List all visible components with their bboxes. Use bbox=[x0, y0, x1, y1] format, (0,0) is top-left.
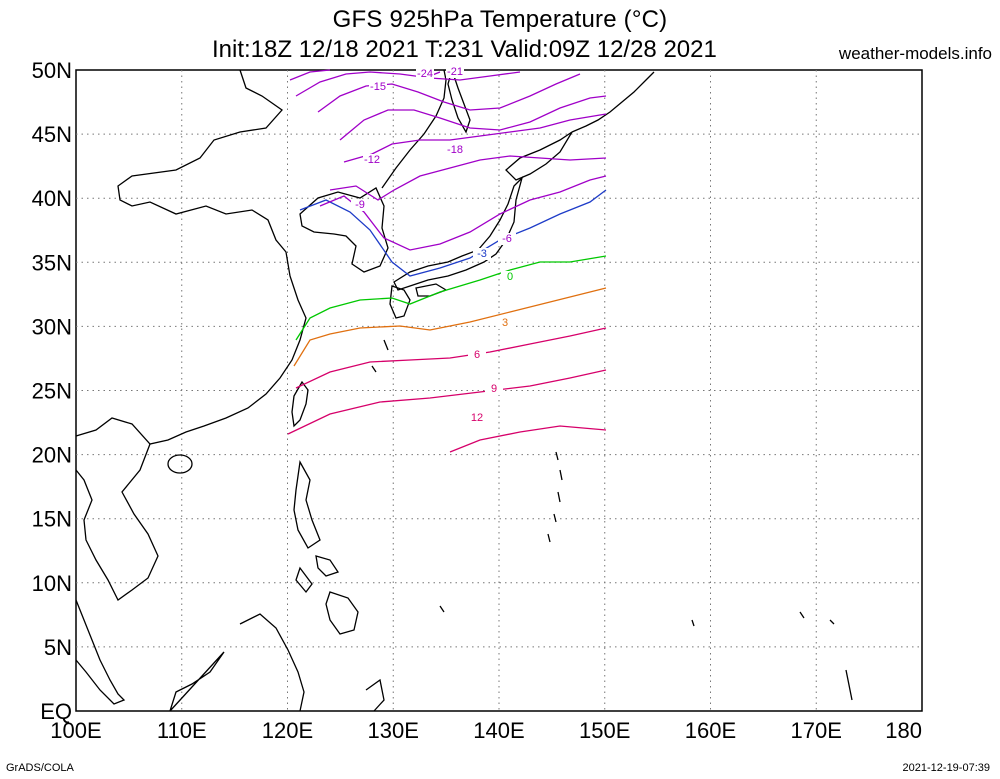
contour-label: 0 bbox=[507, 271, 513, 283]
lat-label: 40N bbox=[32, 186, 72, 211]
contour-label-bg bbox=[485, 383, 503, 395]
site-label: weather-models.info bbox=[838, 44, 992, 63]
contour-minus-3 bbox=[299, 189, 607, 277]
lon-label: 150E bbox=[579, 718, 630, 743]
lat-label: 20N bbox=[32, 443, 72, 468]
contour-label: 9 bbox=[491, 383, 497, 395]
lon-label: 110E bbox=[157, 718, 207, 743]
korea-coastline bbox=[299, 187, 389, 273]
shikoku-island bbox=[415, 283, 448, 297]
hokkaido-island bbox=[505, 131, 573, 181]
lat-label: 10N bbox=[32, 571, 72, 596]
contour-9 bbox=[287, 369, 607, 435]
timestamp-label: 2021-12-19-07:39 bbox=[902, 762, 990, 774]
lon-label: 160E bbox=[685, 718, 736, 743]
lat-label: EQ bbox=[40, 699, 72, 724]
contour-label: -24 bbox=[417, 68, 433, 80]
lon-label: 140E bbox=[473, 718, 524, 743]
contour-label: -6 bbox=[502, 233, 512, 245]
map-title: GFS 925hPa Temperature (°C) bbox=[332, 6, 668, 33]
russia-coastline bbox=[381, 69, 447, 189]
lat-label: 30N bbox=[32, 314, 72, 339]
lon-label: 130E bbox=[368, 718, 419, 743]
contour-label: -15 bbox=[370, 81, 386, 93]
contour-label-bg bbox=[468, 412, 486, 424]
contour-label-bg bbox=[446, 66, 464, 78]
contour-label-bg bbox=[363, 154, 381, 166]
longitude-labels: 100E 110E 120E 130E 140E 150E 160E 170E 180 bbox=[50, 718, 922, 743]
contour-label: -12 bbox=[364, 154, 380, 166]
asia-coastline bbox=[75, 69, 307, 445]
contour-label: -21 bbox=[447, 66, 463, 78]
contour-minus-9 bbox=[329, 155, 607, 201]
honshu-island bbox=[393, 175, 524, 291]
contour-minus-15 bbox=[339, 95, 607, 141]
contour-minus-18 bbox=[317, 73, 581, 113]
contour-label-bg bbox=[498, 233, 516, 245]
hainan-island bbox=[167, 454, 193, 474]
visayas-islands bbox=[295, 555, 340, 594]
contour-label-bg bbox=[501, 271, 519, 283]
contour-label: 3 bbox=[502, 317, 508, 329]
temperature-contours bbox=[287, 69, 607, 453]
credit-label: GrADS/COLA bbox=[6, 762, 74, 774]
contour-minus-21 bbox=[295, 71, 521, 97]
sulawesi-island bbox=[365, 678, 385, 712]
coastlines bbox=[75, 67, 853, 712]
luzon-island bbox=[293, 459, 321, 549]
grid-lines bbox=[76, 70, 922, 711]
indochina-coastline bbox=[75, 443, 159, 601]
lon-label: 170E bbox=[791, 718, 842, 743]
contour-0 bbox=[295, 255, 607, 341]
contour-label-bg bbox=[468, 349, 486, 361]
lon-label: 120E bbox=[262, 718, 313, 743]
contour-label: -9 bbox=[355, 199, 365, 211]
contour-label: 12 bbox=[471, 412, 483, 424]
contour-3 bbox=[293, 287, 607, 367]
contour-label-bg bbox=[416, 68, 434, 80]
contour-12 bbox=[449, 425, 607, 453]
contour-label-bg bbox=[369, 81, 387, 93]
lon-label: 100E bbox=[50, 718, 101, 743]
lat-label: 15N bbox=[32, 507, 72, 532]
sakhalin-island bbox=[447, 67, 471, 134]
malaya-coastline bbox=[75, 599, 126, 705]
taiwan-island bbox=[291, 380, 309, 428]
latitude-labels: 50N 45N 40N 35N 30N 25N 20N 15N 10N 5N EQ bbox=[32, 58, 72, 724]
lat-label: 50N bbox=[32, 58, 72, 83]
contour-label: -3 bbox=[477, 248, 487, 260]
contour-label: 6 bbox=[474, 349, 480, 361]
contour-label-bg bbox=[473, 248, 491, 260]
lat-label: 5N bbox=[44, 635, 72, 660]
mindanao-island bbox=[325, 591, 359, 635]
kuril-islands bbox=[571, 71, 655, 133]
contour-label-bg bbox=[446, 144, 464, 156]
pacific-islets bbox=[371, 339, 853, 701]
contour-label-bg bbox=[351, 199, 369, 211]
borneo-island bbox=[169, 613, 305, 712]
lon-label: 180 bbox=[885, 718, 922, 743]
contour-label-bg bbox=[496, 317, 514, 329]
contour-6 bbox=[295, 327, 607, 389]
lat-label: 45N bbox=[32, 122, 72, 147]
lat-label: 25N bbox=[32, 379, 72, 404]
contour-label: -18 bbox=[447, 144, 463, 156]
kyushu-island bbox=[389, 285, 411, 319]
contour-minus-12 bbox=[343, 113, 607, 163]
map-subtitle: Init:18Z 12/18 2021 T:231 Valid:09Z 12/2… bbox=[212, 36, 717, 63]
lat-label: 35N bbox=[32, 250, 72, 275]
contour-labels: 12 9 6 3 0 -3 -6 -9 -12 -15 -18 -21 -24 bbox=[351, 66, 519, 424]
